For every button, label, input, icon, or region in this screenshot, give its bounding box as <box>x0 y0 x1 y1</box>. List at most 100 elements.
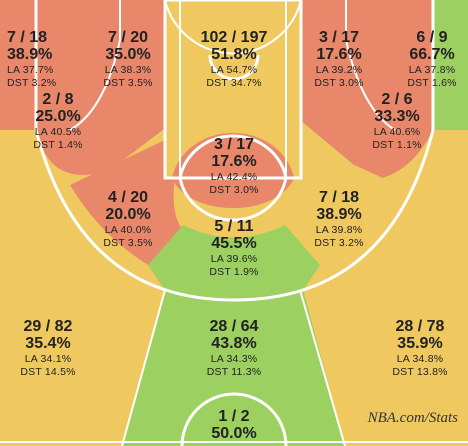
zone-pct: 17.6% <box>316 46 362 63</box>
zone-la: 40.0% <box>120 224 152 236</box>
la-label: LA <box>210 253 224 265</box>
zone-dst: 1.1% <box>396 138 422 151</box>
free-throw-arc-bottom <box>178 177 288 222</box>
zone-fill-top-3 <box>122 278 345 446</box>
zone-label-right-elbow-mid: 7 / 18 38.9% LA 39.8% DST 3.2% <box>314 190 363 248</box>
zone-pct: 51.8% <box>211 46 257 63</box>
zone-la: 54.7% <box>226 64 258 76</box>
zone-fg: 102 / 197 <box>200 29 268 46</box>
zone-dst: 3.5% <box>127 236 153 249</box>
zone-label-top-key-mid: 5 / 11 45.5% LA 39.6% DST 1.9% <box>209 219 258 277</box>
dst-label: DST <box>103 236 125 249</box>
zone-la: 40.5% <box>50 126 82 138</box>
zone-fg: 7 / 18 <box>7 29 48 46</box>
dst-label: DST <box>20 365 42 378</box>
dst-label: DST <box>209 265 231 278</box>
zone-pct: 35.0% <box>105 46 151 63</box>
zone-fg: 3 / 17 <box>318 29 360 46</box>
zone-dst: 11.3% <box>231 365 262 378</box>
zone-pct: 33.3% <box>374 108 420 125</box>
zone-label-left-short-mid: 2 / 8 25.0% LA 40.5% DST 1.4% <box>33 92 82 150</box>
zone-fg: 7 / 18 <box>318 189 360 206</box>
zone-pct: 45.5% <box>211 235 257 252</box>
center-circle <box>180 392 288 446</box>
zone-fill-ft-circle <box>172 132 294 209</box>
zone-la: 34.3% <box>226 353 258 365</box>
la-label: LA <box>7 64 20 76</box>
wing-divider-right <box>299 289 346 446</box>
zone-fill-midrange-right-elbow <box>285 140 398 265</box>
wing-divider-left <box>121 289 166 446</box>
la-label: LA <box>210 171 224 183</box>
zone-la: 40.6% <box>389 126 421 138</box>
top-arc <box>164 0 302 55</box>
zone-dst: 1.9% <box>233 265 259 278</box>
zone-dst: 3.0% <box>233 183 259 196</box>
dst-label: DST <box>392 365 414 378</box>
zone-pct: 38.9% <box>7 46 53 63</box>
zone-label-left-elbow-mid: 4 / 20 20.0% LA 40.0% DST 3.5% <box>103 190 152 248</box>
zone-pct: 66.7% <box>409 46 455 63</box>
zone-la: 37.7% <box>22 64 54 76</box>
dst-label: DST <box>206 76 228 89</box>
zone-la: 39.2% <box>331 64 363 76</box>
dst-label: DST <box>314 236 336 249</box>
zone-pct: 35.9% <box>397 335 443 352</box>
zone-fg: 2 / 8 <box>42 91 74 108</box>
zone-dst: 1.6% <box>431 76 457 89</box>
zone-dst: 3.0% <box>338 76 364 89</box>
zone-label-free-throw-circle: 3 / 17 17.6% LA 42.4% DST 3.0% <box>209 137 258 195</box>
dst-label: DST <box>7 76 29 89</box>
restricted-arc <box>208 54 260 81</box>
zone-label-left-baseline-mid: 7 / 20 35.0% LA 38.3% DST 3.5% <box>103 30 152 88</box>
zone-dst: 14.5% <box>44 365 76 378</box>
zone-divider-right <box>345 0 396 131</box>
zone-pct: 38.9% <box>316 206 362 223</box>
zone-fg: 3 / 17 <box>213 136 255 153</box>
la-label: LA <box>104 64 118 76</box>
zone-fg: 7 / 20 <box>107 29 149 46</box>
zone-fg: 28 / 78 <box>395 318 445 335</box>
zone-la: 37.8% <box>424 64 456 76</box>
zone-pct: 50.0% <box>211 425 257 442</box>
dst-label: DST <box>206 365 229 378</box>
zone-fill-midrange-right-base <box>300 0 433 180</box>
three-point-arc <box>34 129 435 302</box>
zone-fg: 4 / 20 <box>107 189 149 206</box>
zone-dst: 3.5% <box>127 76 153 89</box>
dst-label: DST <box>314 76 336 89</box>
la-label: LA <box>315 64 329 76</box>
zone-fill-right-corner-3 <box>433 0 468 130</box>
zone-la: 42.4% <box>226 171 258 183</box>
la-label: LA <box>210 64 224 76</box>
zone-pct: 17.6% <box>211 153 257 170</box>
zone-fg: 2 / 6 <box>381 91 413 108</box>
la-label: LA <box>34 126 48 138</box>
zone-fg: 1 / 2 <box>218 408 250 425</box>
zone-pct: 20.0% <box>105 206 151 223</box>
zone-fg: 28 / 64 <box>209 318 259 335</box>
zone-divider-left <box>69 0 121 131</box>
zone-fill-midrange-left-short <box>36 50 100 160</box>
dst-label: DST <box>407 76 429 89</box>
zone-label-right-baseline-mid: 3 / 17 17.6% LA 39.2% DST 3.0% <box>314 30 363 88</box>
zone-fg: 5 / 11 <box>214 218 254 235</box>
paint-inner <box>179 0 287 179</box>
zone-fill-midrange-right-short <box>372 50 433 180</box>
zone-la: 38.3% <box>120 64 152 76</box>
zone-la: 39.8% <box>331 224 363 236</box>
la-label: LA <box>408 64 422 76</box>
zone-la: 34.1% <box>40 353 72 365</box>
zone-dst: 34.7% <box>230 76 262 89</box>
zone-dst: 3.2% <box>31 76 57 89</box>
la-label: LA <box>104 224 118 236</box>
la-label: LA <box>315 224 329 236</box>
zone-la: 39.6% <box>226 253 258 265</box>
watermark: NBA.com/Stats <box>367 410 458 426</box>
zone-fg: 6 / 9 <box>416 29 448 46</box>
dst-label: DST <box>33 138 55 151</box>
zone-pct: 43.8% <box>211 335 257 352</box>
la-label: LA <box>24 353 38 365</box>
